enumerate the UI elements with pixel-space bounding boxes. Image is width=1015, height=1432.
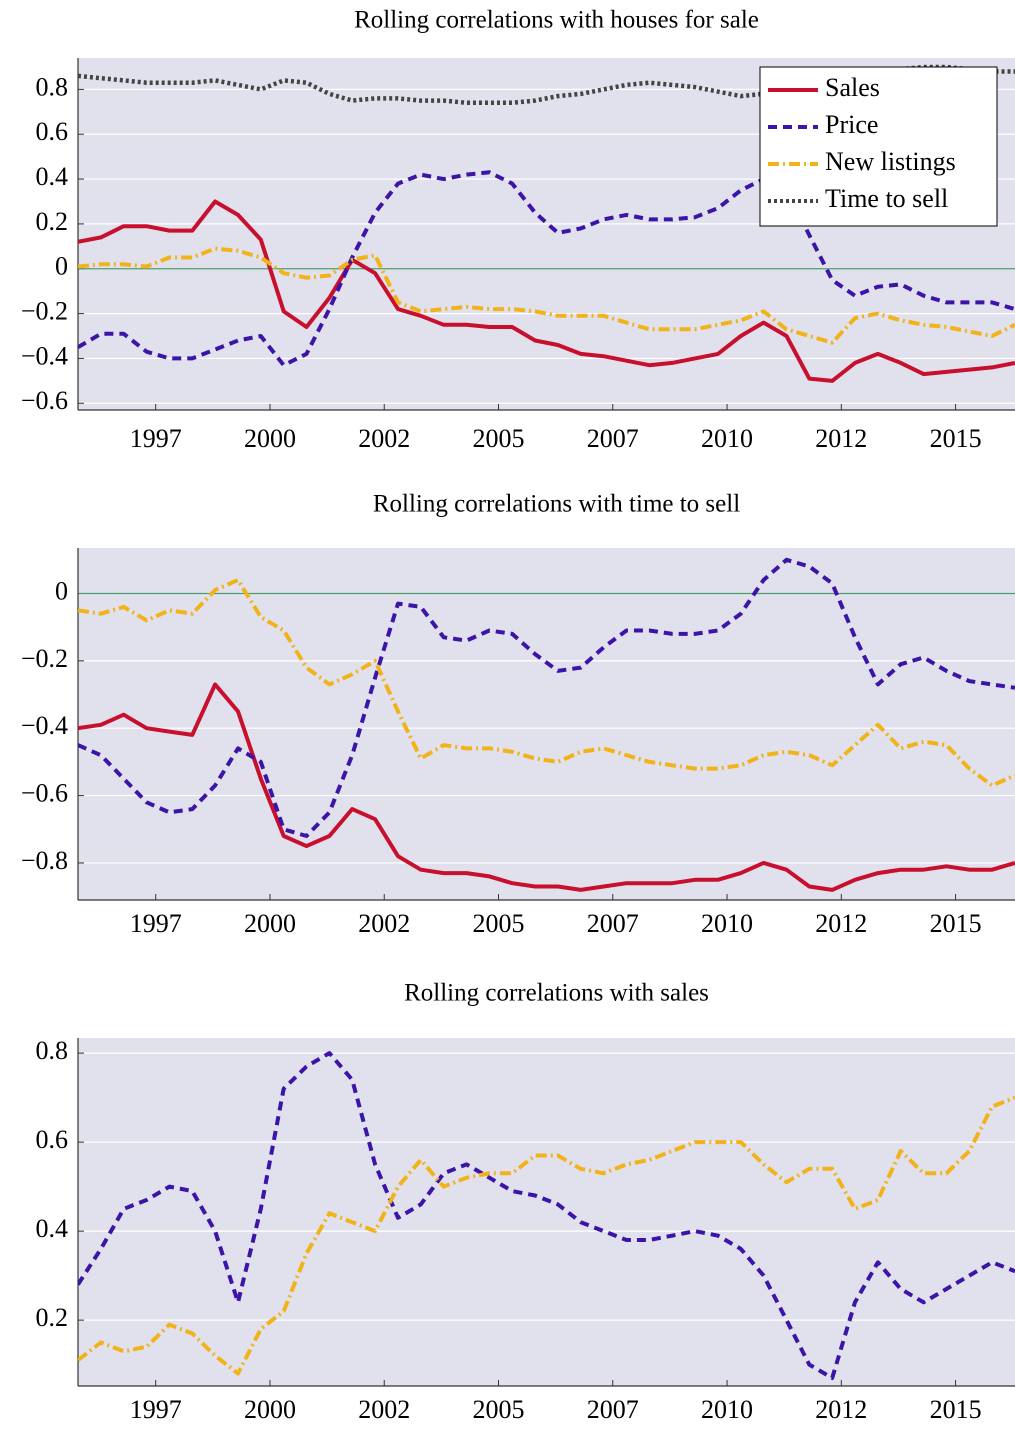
x-tick-label: 2000 (244, 424, 296, 453)
y-tick-label: −0.2 (21, 297, 68, 326)
x-tick-label: 2010 (701, 909, 753, 938)
y-tick-label: 0 (55, 576, 68, 605)
y-tick-label: 0.6 (36, 1125, 69, 1154)
chart-title: Rolling correlations with sales (404, 980, 709, 1007)
x-tick-label: 2007 (587, 909, 639, 938)
legend-label: Time to sell (825, 184, 948, 213)
series-line (78, 557, 1015, 838)
y-tick-label: 0.8 (36, 1036, 69, 1065)
x-tick-label: 2002 (358, 424, 410, 453)
x-tick-label: 2005 (473, 424, 525, 453)
panel: Rolling correlations with houses for sal… (21, 7, 1015, 453)
y-tick-label: −0.6 (21, 386, 68, 415)
legend-label: Sales (825, 73, 880, 102)
x-tick-label: 1997 (130, 909, 182, 938)
x-tick-label: 2012 (815, 909, 867, 938)
y-tick-label: 0.4 (36, 1214, 69, 1243)
y-tick-label: 0.2 (36, 207, 69, 236)
y-tick-label: 0.2 (36, 1303, 69, 1332)
x-tick-label: 2010 (701, 424, 753, 453)
y-tick-label: −0.8 (21, 846, 68, 875)
x-tick-label: 2012 (815, 424, 867, 453)
legend-label: Price (825, 110, 878, 139)
series-line (78, 170, 1015, 368)
y-tick-label: −0.4 (21, 711, 68, 740)
y-tick-label: 0.4 (36, 162, 69, 191)
x-tick-label: 2000 (244, 909, 296, 938)
y-tick-label: −0.2 (21, 644, 68, 673)
series-line (78, 199, 1015, 383)
chart-title: Rolling correlations with time to sell (373, 491, 740, 518)
y-tick-label: 0 (55, 252, 68, 281)
x-tick-label: 2015 (930, 1395, 982, 1424)
x-tick-label: 1997 (130, 1395, 182, 1424)
series-line (78, 1095, 1015, 1376)
x-tick-label: 2007 (587, 1395, 639, 1424)
x-tick-label: 1997 (130, 424, 182, 453)
plot-area (78, 548, 1015, 900)
legend-label: New listings (825, 147, 956, 176)
x-tick-label: 2007 (587, 424, 639, 453)
x-tick-label: 2012 (815, 1395, 867, 1424)
y-tick-label: −0.6 (21, 779, 68, 808)
x-tick-label: 2015 (930, 909, 982, 938)
x-tick-label: 2005 (473, 1395, 525, 1424)
panel: Rolling correlations with time to sell −0… (21, 491, 1015, 938)
panel: Rolling correlations with sales 0.2 0.4 0.6… (36, 980, 1015, 1424)
chart-title: Rolling correlations with houses for sal… (354, 7, 759, 34)
y-tick-label: 0.6 (36, 117, 69, 146)
plot-area (78, 1038, 1015, 1386)
legend: Sales Price New listings Time to sell (759, 66, 998, 227)
series-line (78, 1051, 1015, 1380)
series-line (78, 682, 1015, 892)
x-tick-label: 2002 (358, 909, 410, 938)
x-tick-label: 2015 (930, 424, 982, 453)
x-tick-label: 2002 (358, 1395, 410, 1424)
y-tick-label: 0.8 (36, 72, 69, 101)
x-tick-label: 2005 (473, 909, 525, 938)
series-line (78, 578, 1015, 788)
y-tick-label: −0.4 (21, 341, 68, 370)
x-tick-label: 2000 (244, 1395, 296, 1424)
x-tick-label: 2010 (701, 1395, 753, 1424)
